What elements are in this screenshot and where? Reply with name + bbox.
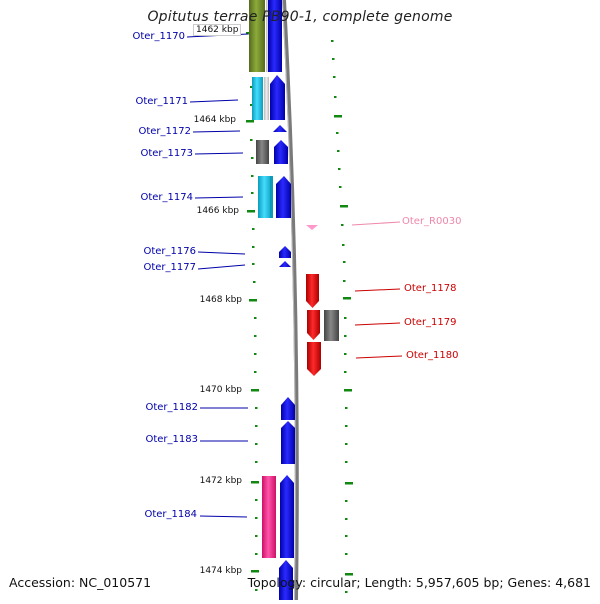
scale-label-1474: 1474 kbp bbox=[199, 566, 242, 576]
right-leader-lines bbox=[351, 221, 403, 359]
genome-backbone-highlight bbox=[282, 0, 296, 601]
scale-label-1470: 1470 kbp bbox=[199, 385, 242, 395]
gene-oter-1170[interactable] bbox=[249, 0, 282, 72]
gene-oter-1184[interactable] bbox=[262, 475, 294, 558]
scale-label-1468: 1468 kbp bbox=[199, 295, 242, 305]
gene-oter-1172[interactable] bbox=[273, 125, 287, 132]
scale-label-1472: 1472 kbp bbox=[199, 476, 242, 486]
gene-label-oter-1180[interactable]: Oter_1180 bbox=[406, 350, 459, 361]
gene-label-oter-1178[interactable]: Oter_1178 bbox=[404, 283, 457, 294]
gene-label-oter-1176[interactable]: Oter_1176 bbox=[143, 246, 196, 257]
gene-label-oter-1172[interactable]: Oter_1172 bbox=[138, 126, 191, 137]
topology-text: Topology: circular; Length: 5,957,605 bp… bbox=[247, 575, 591, 590]
scale-label-1462: 1462 kbp bbox=[193, 24, 242, 36]
scale-label-1464: 1464 kbp bbox=[193, 115, 236, 125]
accession-text: Accession: NC_010571 bbox=[9, 575, 152, 590]
gene-label-oter-1184[interactable]: Oter_1184 bbox=[144, 509, 197, 520]
gene-oter-1182[interactable] bbox=[281, 397, 295, 420]
gene-partial-bottom[interactable] bbox=[279, 560, 293, 600]
gene-oter-1177[interactable] bbox=[279, 261, 291, 267]
gene-label-oter-1183[interactable]: Oter_1183 bbox=[145, 434, 198, 445]
gene-oter-1171[interactable] bbox=[252, 75, 285, 120]
gene-oter-1183[interactable] bbox=[281, 421, 295, 464]
gene-label-oter-1173[interactable]: Oter_1173 bbox=[140, 148, 193, 159]
scale-label-1466: 1466 kbp bbox=[196, 206, 239, 216]
gene-oter-1178[interactable] bbox=[306, 274, 319, 308]
gene-oter-1173[interactable] bbox=[256, 140, 288, 164]
page-title: Opitutus terrae PB90-1, complete genome bbox=[147, 9, 453, 25]
gene-oter-1180[interactable] bbox=[307, 342, 321, 376]
gene-label-oter-1179[interactable]: Oter_1179 bbox=[404, 317, 457, 328]
gene-label-oter-1177[interactable]: Oter_1177 bbox=[143, 262, 196, 273]
gene-oter-1179[interactable] bbox=[307, 310, 339, 341]
gene-label-oter-1170[interactable]: Oter_1170 bbox=[132, 31, 185, 42]
gene-label-oter-1182[interactable]: Oter_1182 bbox=[145, 402, 198, 413]
right-scale bbox=[331, 40, 353, 593]
gene-oter-1176[interactable] bbox=[279, 246, 291, 258]
gene-oter-1174[interactable] bbox=[258, 176, 291, 218]
gene-label-oter-1171[interactable]: Oter_1171 bbox=[135, 96, 188, 107]
genome-backbone bbox=[282, 0, 299, 601]
gene-label-oter-1174[interactable]: Oter_1174 bbox=[140, 192, 193, 203]
gene-label-oter-r0030[interactable]: Oter_R0030 bbox=[402, 216, 462, 227]
gene-oter-r0030[interactable] bbox=[306, 225, 318, 230]
